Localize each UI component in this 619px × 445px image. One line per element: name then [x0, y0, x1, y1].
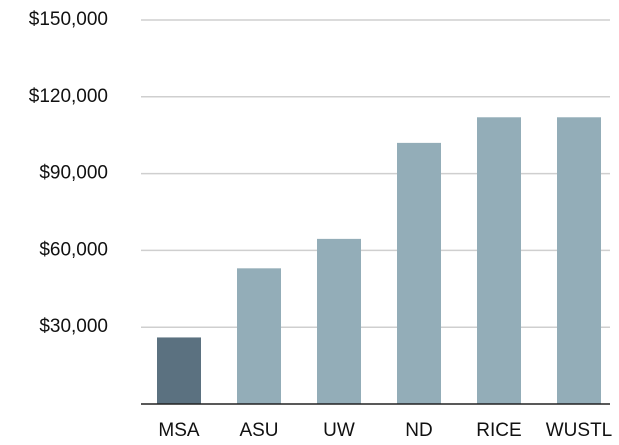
- x-tick-label: ASU: [239, 420, 278, 441]
- bar: [477, 117, 521, 404]
- bar: [557, 117, 601, 404]
- y-tick-label: $120,000: [29, 86, 108, 107]
- y-tick-label: $90,000: [39, 163, 108, 184]
- x-tick-label: RICE: [476, 420, 521, 441]
- y-tick-label: $150,000: [29, 9, 108, 30]
- y-tick-label: $60,000: [39, 239, 108, 260]
- bar: [397, 142, 441, 404]
- bar: [237, 268, 281, 404]
- bar: [157, 337, 201, 404]
- bar: [317, 238, 361, 404]
- x-tick-label: UW: [323, 420, 355, 441]
- x-tick-label: MSA: [158, 420, 200, 441]
- x-tick-label: WUSTL: [546, 420, 613, 441]
- y-tick-label: $30,000: [39, 316, 108, 337]
- x-tick-label: ND: [405, 420, 432, 441]
